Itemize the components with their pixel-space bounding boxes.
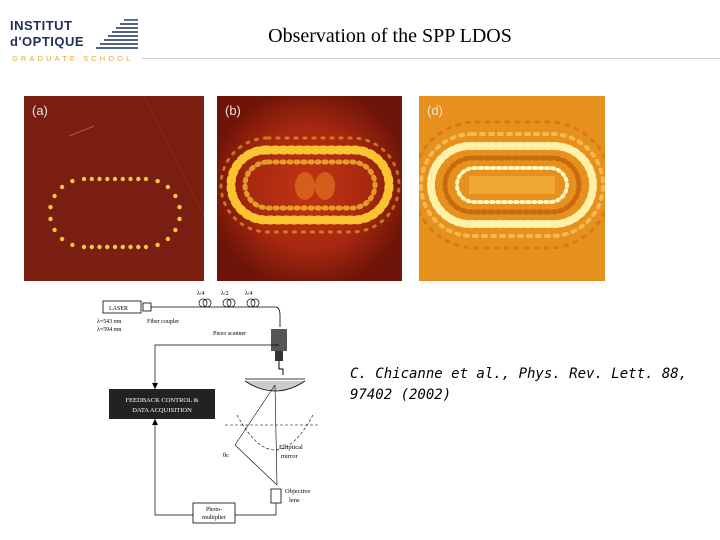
- objective-label-2: lens: [289, 497, 300, 504]
- photomultiplier-box: [192, 502, 236, 524]
- slide-title: Observation of the SPP LDOS: [268, 25, 512, 47]
- theta-c-label: θc: [223, 452, 229, 459]
- corral-dot: [48, 204, 53, 210]
- corral-dot: [70, 242, 75, 248]
- corral-dot: [120, 244, 126, 250]
- logo-text-institut: INSTITUT: [10, 18, 73, 33]
- feedback-control-box: [109, 389, 215, 419]
- logo-text-graduate-school: GRADUATE SCHOOL: [12, 54, 134, 63]
- corral-dot: [48, 216, 53, 222]
- waveplate-3-label: λ/4: [245, 291, 253, 297]
- institut-optique-logo: INSTITUT d'OPTIQUE GRADUATE SCHOOL: [10, 8, 140, 68]
- fiber-coupler-box: [142, 302, 152, 312]
- corral-dot: [59, 184, 65, 190]
- fiber-coupler-label: Fiber coupler: [147, 319, 179, 325]
- corral-dot: [165, 236, 171, 242]
- corral-dot: [81, 244, 87, 250]
- corral-dot: [120, 176, 126, 182]
- elliptical-mirror-label-1: Elliptical: [279, 444, 303, 451]
- corral-dot: [177, 216, 182, 222]
- corral-dot: [97, 244, 102, 250]
- corral-dot: [70, 178, 75, 184]
- panel-b-image: (b): [217, 96, 402, 281]
- corral-dot: [105, 244, 110, 250]
- corral-dot: [97, 176, 102, 182]
- waveplate-2-label: λ/2: [221, 291, 229, 297]
- panel-b-label: (b): [225, 103, 241, 118]
- corral-dot: [105, 176, 110, 182]
- waveplate-1-label: λ/4: [197, 291, 205, 297]
- objective-lens: [270, 488, 282, 504]
- corral-dot: [165, 184, 171, 190]
- elliptical-mirror-label-2: mirror: [281, 453, 298, 460]
- citation: C. Chicanne et al., Phys. Rev. Lett. 88,…: [350, 364, 720, 406]
- corral-dot: [155, 178, 160, 184]
- panel-a-label: (a): [32, 103, 48, 118]
- experimental-setup-schematic: LASER λ=543 nm λ=594 nm Fiber coupler λ/…: [95, 285, 325, 525]
- corral-dot: [52, 227, 57, 233]
- corral-dot: [173, 193, 178, 199]
- corral-dot: [173, 227, 178, 233]
- piezo-scanner-label: Piezo scanner: [213, 331, 246, 337]
- corral-dot: [89, 176, 95, 182]
- objective-label-1: Objective: [285, 488, 310, 495]
- corral-dot: [143, 244, 149, 250]
- corral-dot: [143, 176, 149, 182]
- corral-dot: [81, 176, 87, 182]
- corral-dot: [177, 204, 182, 210]
- corral-dot: [52, 193, 57, 199]
- citation-line-1: C. Chicanne et al., Phys. Rev. Lett. 88,: [350, 366, 688, 382]
- corral-dot: [112, 244, 118, 250]
- laser-box: [102, 300, 142, 314]
- corral-dot: [128, 176, 133, 182]
- wavelength-2: λ=594 nm: [97, 327, 122, 333]
- corral-dot: [128, 244, 133, 250]
- feedback-label-line2: DATA ACQUISITION: [132, 407, 192, 414]
- logo-stripes-icon: [96, 19, 138, 49]
- piezo-scanner: [271, 329, 287, 351]
- citation-line-2: 97402 (2002): [350, 387, 452, 403]
- logo-text-optique: d'OPTIQUE: [10, 34, 85, 49]
- optical-fiber: [151, 306, 281, 327]
- header-divider: [142, 58, 720, 59]
- feedback-label-line1: FEEDBACK CONTROL &: [125, 397, 198, 404]
- panel-d-label: (d): [427, 103, 443, 118]
- panel-d-image: (d): [419, 96, 605, 281]
- corral-dot: [136, 176, 141, 182]
- corral-dot: [89, 244, 95, 250]
- corral-dot: [136, 244, 141, 250]
- corral-dot: [112, 176, 118, 182]
- laser-label: LASER: [109, 306, 128, 312]
- panel-a-image: (a): [24, 96, 204, 281]
- corral-dot: [59, 236, 65, 242]
- photomultiplier-label-1: Photo-: [206, 507, 222, 513]
- wavelength-1: λ=543 nm: [97, 319, 122, 325]
- corral-dot: [155, 242, 160, 248]
- photomultiplier-label-2: multiplier: [202, 515, 226, 521]
